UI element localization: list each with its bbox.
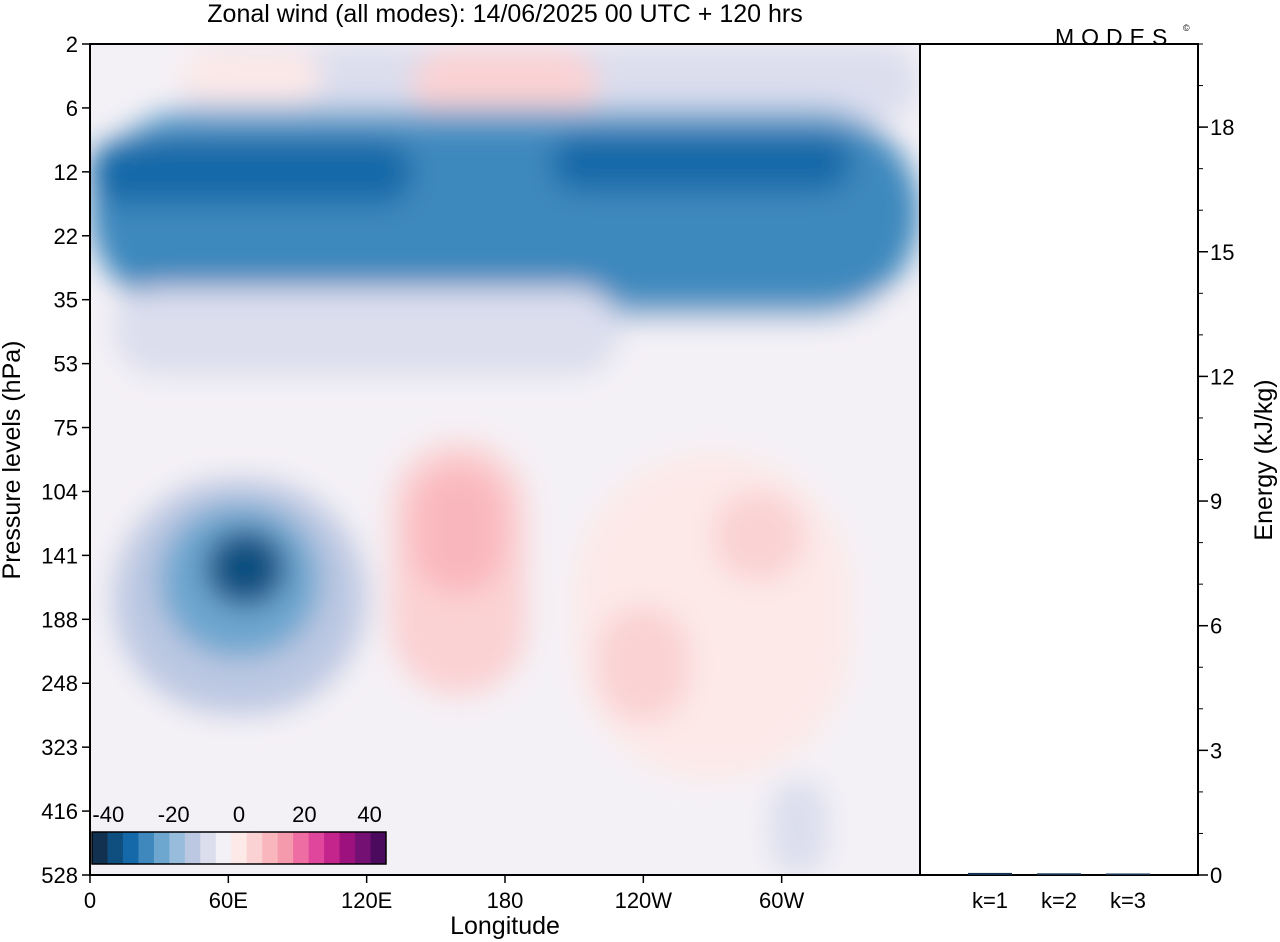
colorbar-label: 20 [292, 802, 316, 827]
x-axis-label: Longitude [450, 912, 560, 940]
y-tick-label: 104 [41, 479, 78, 504]
colorbar-swatch [324, 832, 341, 864]
wind-region [90, 139, 413, 204]
logo-mark: © [1183, 23, 1190, 33]
wind-region [770, 779, 828, 875]
wind-region [458, 715, 552, 875]
y-tick-label: 528 [41, 863, 78, 888]
colorbar-swatch [122, 832, 139, 864]
wind-region [597, 606, 690, 722]
wind-regions [90, 44, 920, 875]
energy-bars: k=1 k=2 k=3 [968, 872, 1150, 913]
x-tick-label: 120E [341, 888, 392, 913]
y-tick-label: 22 [54, 224, 78, 249]
colorbar-swatch [169, 832, 186, 864]
contour-plot [90, 44, 920, 875]
chart-title: Zonal wind (all modes): 14/06/2025 00 UT… [207, 0, 802, 28]
colorbar-label: -20 [158, 802, 190, 827]
energy-category-label: k=3 [1110, 888, 1146, 913]
energy-axis-label: Energy (kJ/kg) [1250, 379, 1278, 540]
energy-tick-label: 3 [1210, 738, 1222, 763]
y-axis-label: Pressure levels (hPa) [0, 341, 26, 580]
y-tick-label: 75 [54, 416, 78, 441]
y-tick-label: 6 [66, 96, 78, 121]
energy-axis: 0 3 6 9 12 15 18 [1198, 43, 1234, 888]
colorbar-label: 0 [233, 802, 245, 827]
colorbar-swatch [308, 832, 325, 864]
wind-region [712, 491, 805, 581]
colorbar-swatch [184, 832, 201, 864]
colorbar: -40 -20 0 20 40 [91, 802, 387, 865]
energy-bar [968, 872, 1012, 875]
energy-tick-label: 18 [1210, 115, 1234, 140]
wind-region [412, 465, 505, 594]
colorbar-swatch [370, 832, 387, 864]
colorbar-swatch [262, 832, 279, 864]
colorbar-frame [91, 831, 387, 865]
energy-panel-frame [919, 43, 1199, 876]
wind-region [205, 529, 286, 607]
x-tick-label: 60W [759, 888, 804, 913]
x-axis: 0 60E 120E 180 120W 60W [84, 875, 805, 913]
wind-region [412, 50, 598, 121]
colorbar-swatch [246, 832, 263, 864]
colorbar-swatch [153, 832, 170, 864]
colorbar-swatch [339, 832, 356, 864]
wind-region [551, 133, 851, 192]
x-tick-label: 180 [487, 888, 524, 913]
energy-bar [1037, 873, 1081, 875]
y-axis: 2 6 12 22 35 53 75 104 141 188 248 323 416 528 [41, 32, 90, 888]
energy-tick-label: 6 [1210, 614, 1222, 639]
energy-tick-label: 12 [1210, 364, 1234, 389]
energy-category-label: k=2 [1041, 888, 1077, 913]
y-tick-label: 141 [41, 543, 78, 568]
y-tick-label: 188 [41, 607, 78, 632]
energy-tick-label: 0 [1210, 863, 1222, 888]
colorbar-swatch [231, 832, 248, 864]
colorbar-label: 40 [357, 802, 381, 827]
wind-region [113, 286, 621, 377]
energy-tick-label: 9 [1210, 489, 1222, 514]
x-tick-label: 120W [615, 888, 673, 913]
y-tick-label: 416 [41, 799, 78, 824]
colorbar-swatch [200, 832, 217, 864]
y-tick-label: 323 [41, 735, 78, 760]
x-tick-label: 60E [209, 888, 248, 913]
energy-tick-label: 15 [1210, 240, 1234, 265]
colorbar-swatch [138, 832, 155, 864]
x-tick-label: 0 [84, 888, 96, 913]
y-tick-label: 248 [41, 671, 78, 696]
y-tick-label: 35 [54, 288, 78, 313]
colorbar-label: -40 [92, 802, 124, 827]
colorbar-swatch [277, 832, 294, 864]
energy-bar [1106, 873, 1150, 875]
y-tick-label: 53 [54, 352, 78, 377]
colorbar-swatch [107, 832, 124, 864]
colorbar-swatch [355, 832, 372, 864]
colorbar-swatch [215, 832, 232, 864]
colorbar-swatch [92, 832, 108, 864]
y-tick-label: 12 [54, 160, 78, 185]
colorbar-swatch [293, 832, 310, 864]
wind-region [182, 50, 321, 102]
energy-category-label: k=1 [972, 888, 1008, 913]
y-tick-label: 2 [66, 32, 78, 57]
